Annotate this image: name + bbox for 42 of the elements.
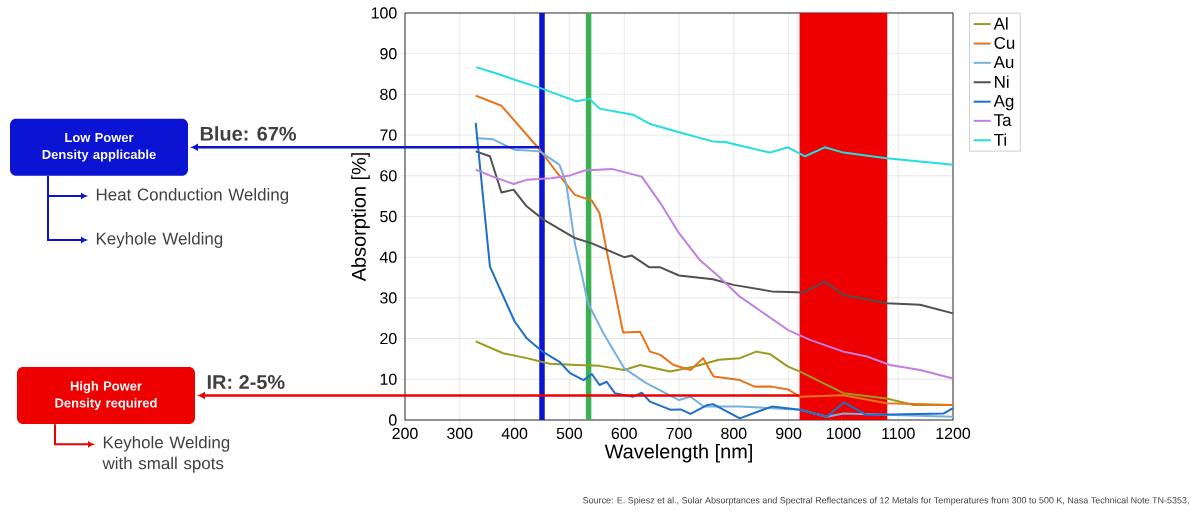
legend-label: Au xyxy=(993,56,1014,69)
y-axis-title: Absorption [%] xyxy=(351,153,370,282)
y-tick-label: 80 xyxy=(380,88,397,101)
x-tick-label: 300 xyxy=(447,427,473,440)
y-tick-label: 90 xyxy=(380,48,397,60)
line-series xyxy=(474,167,955,380)
text: Low Power Density applicable xyxy=(42,133,156,162)
line-series xyxy=(474,150,955,315)
y-tick-label: 50 xyxy=(380,210,397,223)
legend-label: Al xyxy=(993,17,1008,30)
y-tick-label: 30 xyxy=(380,292,397,304)
text: High Power Density required xyxy=(55,381,157,411)
y-tick-label: 10 xyxy=(380,373,397,385)
x-tick-label: 1100 xyxy=(882,427,915,440)
x-tick-label: 700 xyxy=(666,427,692,440)
x-tick-label: 200 xyxy=(392,427,418,440)
y-tick-label: 70 xyxy=(380,129,397,141)
ref-line-label: Blue: 67% xyxy=(200,126,297,141)
y-tick-label: 20 xyxy=(380,332,397,345)
x-tick-label: 900 xyxy=(776,427,802,440)
y-tick-label: 100 xyxy=(371,7,397,19)
x-tick-label: 1000 xyxy=(826,427,861,440)
x-tick-label: 400 xyxy=(501,427,528,440)
source-note: Source: E. Spiesz et al., Solar Absorptances and Spectral Reflectances of 12 Metals for Temperatures from 300 to 500 K, Nasa Technical Note TN-5353, xyxy=(583,496,1189,506)
y-tick-label: 60 xyxy=(380,170,397,182)
y-tick-label: 0 xyxy=(388,414,397,426)
legend-label: Ta xyxy=(994,114,1012,127)
legend-label: Ni xyxy=(995,75,1009,88)
legend-label: Cu xyxy=(994,36,1015,49)
x-tick-label: 500 xyxy=(556,427,583,440)
x-axis-title: Wavelength [nm] xyxy=(604,443,752,463)
text: Keyhole Welding xyxy=(96,232,223,248)
text: IR: 2-5% xyxy=(207,374,285,390)
legend-label: Ag xyxy=(993,95,1014,111)
x-tick-label: 600 xyxy=(611,427,637,440)
legend-label: Ti xyxy=(994,133,1006,146)
text: Heat Conduction Welding xyxy=(96,188,289,204)
line-series xyxy=(475,66,955,166)
x-tick-label: 1200 xyxy=(936,427,971,440)
y-tick-label: 40 xyxy=(379,251,397,263)
x-tick-label: 800 xyxy=(721,427,747,440)
text: Keyhole Welding with small spots xyxy=(102,435,230,473)
